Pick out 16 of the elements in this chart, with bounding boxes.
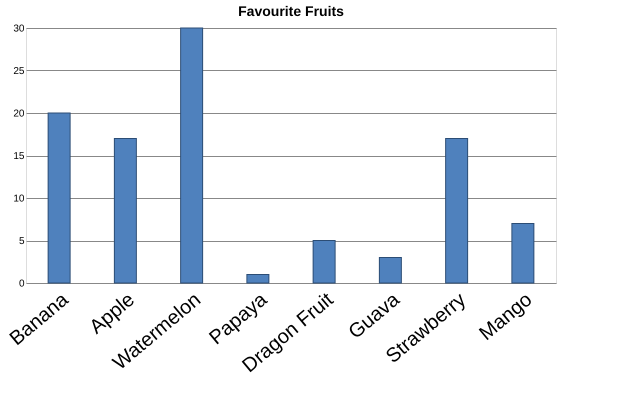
bar xyxy=(445,138,468,284)
y-tick-label: 10 xyxy=(13,194,25,204)
y-tick-label: 25 xyxy=(13,66,25,77)
y-tick-label: 0 xyxy=(18,278,25,290)
bar xyxy=(246,274,270,284)
bar xyxy=(312,240,336,284)
bar xyxy=(511,223,534,284)
bar xyxy=(114,138,137,284)
chart-title: Favourite Fruits xyxy=(238,3,344,19)
bar xyxy=(378,257,402,284)
bar xyxy=(48,112,71,284)
y-tick-label: 20 xyxy=(13,108,25,120)
y-tick-label: 15 xyxy=(13,151,25,162)
bar xyxy=(180,28,204,284)
y-tick-label: 5 xyxy=(18,236,25,247)
y-tick-label: 30 xyxy=(13,24,25,34)
